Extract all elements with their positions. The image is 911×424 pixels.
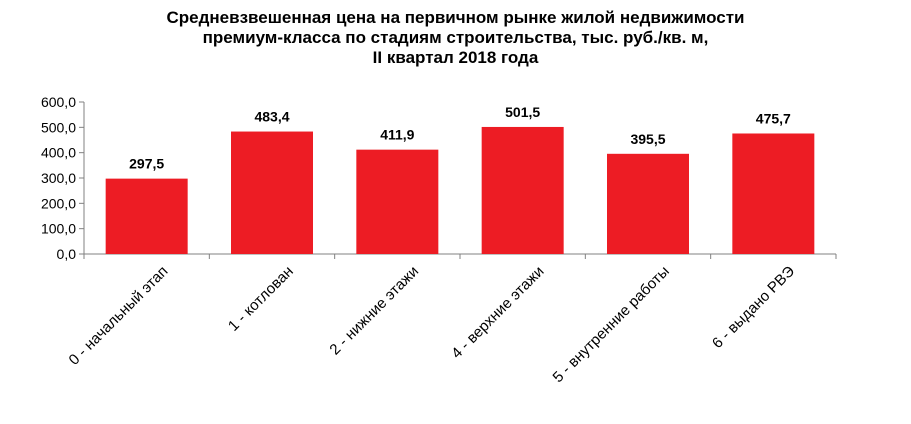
data-label: 501,5	[505, 104, 540, 120]
y-tick-label: 400,0	[41, 145, 76, 161]
y-tick-label: 0,0	[57, 246, 77, 262]
bar	[607, 153, 689, 254]
y-tick-label: 200,0	[41, 195, 76, 211]
data-label: 297,5	[129, 156, 164, 172]
x-category-label: 2 - нижние этажи	[326, 263, 422, 359]
data-label: 483,4	[254, 109, 289, 125]
x-category-label: 1 - котлован	[225, 263, 297, 335]
chart-title-line-2: премиум-класса по стадиям строительства,…	[202, 28, 709, 47]
x-category-label: 0 - начальный этап	[66, 263, 172, 369]
data-label: 395,5	[630, 131, 665, 147]
chart-title-line-3: II квартал 2018 года	[372, 48, 539, 67]
bar	[356, 149, 439, 254]
y-tick-label: 300,0	[41, 170, 76, 186]
bar	[231, 131, 313, 254]
chart-title: Средневзвешенная цена на первичном рынке…	[0, 8, 911, 68]
y-tick-label: 500,0	[41, 119, 76, 135]
y-tick-label: 100,0	[41, 221, 76, 237]
x-category-label: 4 - верхние этажи	[448, 263, 547, 362]
x-category-label: 6 - выдано РВЭ	[709, 263, 798, 352]
x-category-label: 5 - внутренние работы	[550, 263, 673, 386]
chart-title-line-1: Средневзвешенная цена на первичном рынке…	[166, 8, 745, 27]
data-label: 475,7	[756, 110, 791, 126]
bar	[481, 126, 564, 254]
bar	[732, 133, 815, 254]
y-tick-label: 600,0	[41, 94, 76, 110]
bar	[105, 178, 188, 254]
data-label: 411,9	[380, 127, 414, 143]
